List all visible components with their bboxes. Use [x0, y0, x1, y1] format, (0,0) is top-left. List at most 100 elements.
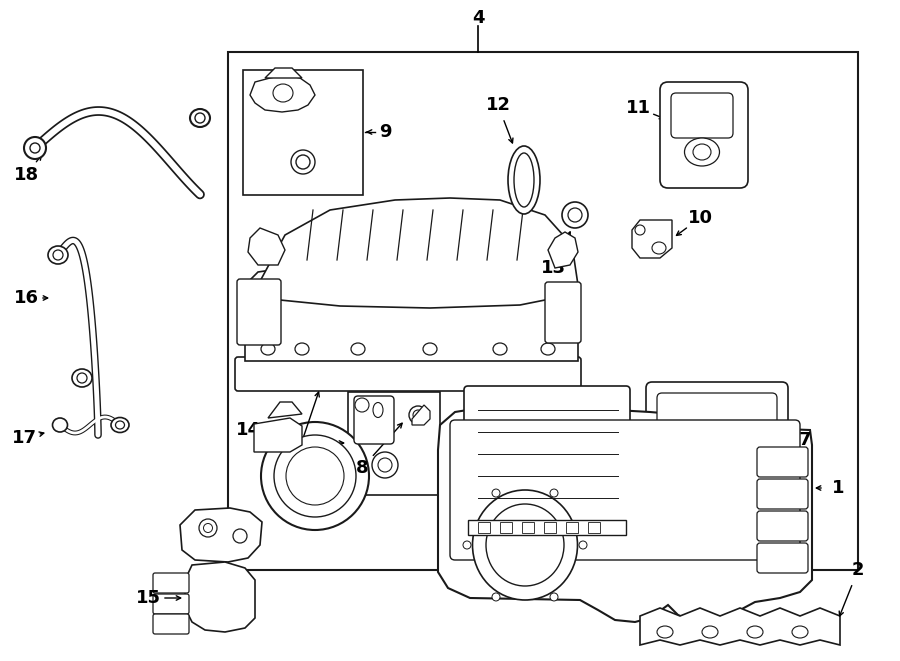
Ellipse shape: [508, 146, 540, 214]
Ellipse shape: [53, 250, 63, 260]
Bar: [544, 522, 556, 533]
Ellipse shape: [296, 155, 310, 169]
Bar: [522, 522, 534, 533]
Polygon shape: [265, 68, 302, 78]
Text: 18: 18: [14, 166, 39, 184]
Ellipse shape: [261, 422, 369, 530]
Text: 16: 16: [14, 289, 39, 307]
Ellipse shape: [472, 490, 578, 600]
Ellipse shape: [295, 343, 309, 355]
Bar: [500, 522, 512, 533]
FancyBboxPatch shape: [671, 93, 733, 138]
Bar: [243, 70, 363, 195]
Ellipse shape: [541, 343, 555, 355]
Ellipse shape: [77, 373, 87, 383]
FancyBboxPatch shape: [153, 594, 189, 614]
Text: 5: 5: [287, 459, 299, 477]
Ellipse shape: [492, 489, 500, 497]
FancyBboxPatch shape: [235, 357, 581, 391]
Ellipse shape: [378, 458, 392, 472]
Ellipse shape: [562, 202, 588, 228]
FancyBboxPatch shape: [153, 573, 189, 593]
Ellipse shape: [291, 150, 315, 174]
Polygon shape: [632, 220, 672, 258]
Ellipse shape: [579, 541, 587, 549]
Ellipse shape: [486, 504, 564, 586]
Ellipse shape: [492, 593, 500, 601]
Polygon shape: [250, 75, 315, 112]
Bar: [588, 522, 600, 533]
Text: 8: 8: [356, 459, 368, 477]
Ellipse shape: [286, 447, 344, 505]
FancyBboxPatch shape: [450, 420, 800, 560]
Text: 14: 14: [236, 421, 260, 439]
Ellipse shape: [351, 343, 365, 355]
Ellipse shape: [685, 138, 719, 166]
Bar: [228, 52, 858, 570]
FancyBboxPatch shape: [545, 282, 581, 343]
FancyBboxPatch shape: [354, 396, 394, 444]
Ellipse shape: [355, 398, 369, 412]
Bar: [348, 392, 440, 495]
Polygon shape: [258, 198, 578, 308]
Polygon shape: [248, 228, 285, 265]
Ellipse shape: [423, 343, 437, 355]
Text: 4: 4: [472, 9, 484, 27]
Text: 6: 6: [734, 446, 746, 464]
Ellipse shape: [550, 489, 558, 497]
Ellipse shape: [568, 208, 582, 222]
Ellipse shape: [493, 343, 507, 355]
FancyBboxPatch shape: [646, 382, 788, 506]
Polygon shape: [268, 402, 302, 418]
Ellipse shape: [792, 626, 808, 638]
Ellipse shape: [635, 225, 645, 235]
Text: 1: 1: [832, 479, 844, 497]
Polygon shape: [245, 258, 578, 361]
Text: 2: 2: [851, 561, 864, 579]
Text: 13: 13: [541, 259, 565, 277]
Ellipse shape: [72, 369, 92, 387]
Ellipse shape: [550, 593, 558, 601]
Polygon shape: [180, 508, 262, 562]
Ellipse shape: [115, 421, 124, 429]
Ellipse shape: [203, 524, 212, 533]
Polygon shape: [254, 418, 302, 452]
Ellipse shape: [463, 541, 471, 549]
Ellipse shape: [190, 109, 210, 127]
Text: 15: 15: [136, 589, 160, 607]
Ellipse shape: [657, 626, 673, 638]
Polygon shape: [412, 405, 430, 425]
Ellipse shape: [195, 113, 205, 123]
Ellipse shape: [111, 418, 129, 432]
Ellipse shape: [652, 242, 666, 254]
Polygon shape: [185, 562, 255, 632]
Ellipse shape: [233, 529, 247, 543]
FancyBboxPatch shape: [657, 393, 777, 495]
FancyBboxPatch shape: [153, 614, 189, 634]
Ellipse shape: [693, 144, 711, 160]
Ellipse shape: [24, 137, 46, 159]
Ellipse shape: [514, 153, 534, 207]
Ellipse shape: [52, 418, 68, 432]
Polygon shape: [438, 408, 812, 622]
Text: 17: 17: [12, 429, 37, 447]
Polygon shape: [548, 232, 578, 268]
Ellipse shape: [30, 143, 40, 153]
Text: 9: 9: [379, 123, 392, 141]
FancyBboxPatch shape: [464, 386, 630, 539]
FancyBboxPatch shape: [660, 82, 748, 188]
Bar: [566, 522, 578, 533]
Text: 3: 3: [309, 434, 321, 452]
Bar: [468, 520, 626, 535]
FancyBboxPatch shape: [757, 511, 808, 541]
Ellipse shape: [747, 626, 763, 638]
Text: 11: 11: [626, 99, 651, 117]
Ellipse shape: [372, 452, 398, 478]
FancyBboxPatch shape: [757, 447, 808, 477]
Ellipse shape: [413, 410, 423, 420]
Ellipse shape: [199, 519, 217, 537]
Ellipse shape: [274, 435, 356, 517]
Polygon shape: [640, 608, 840, 645]
Ellipse shape: [48, 246, 68, 264]
Text: 7: 7: [799, 431, 811, 449]
